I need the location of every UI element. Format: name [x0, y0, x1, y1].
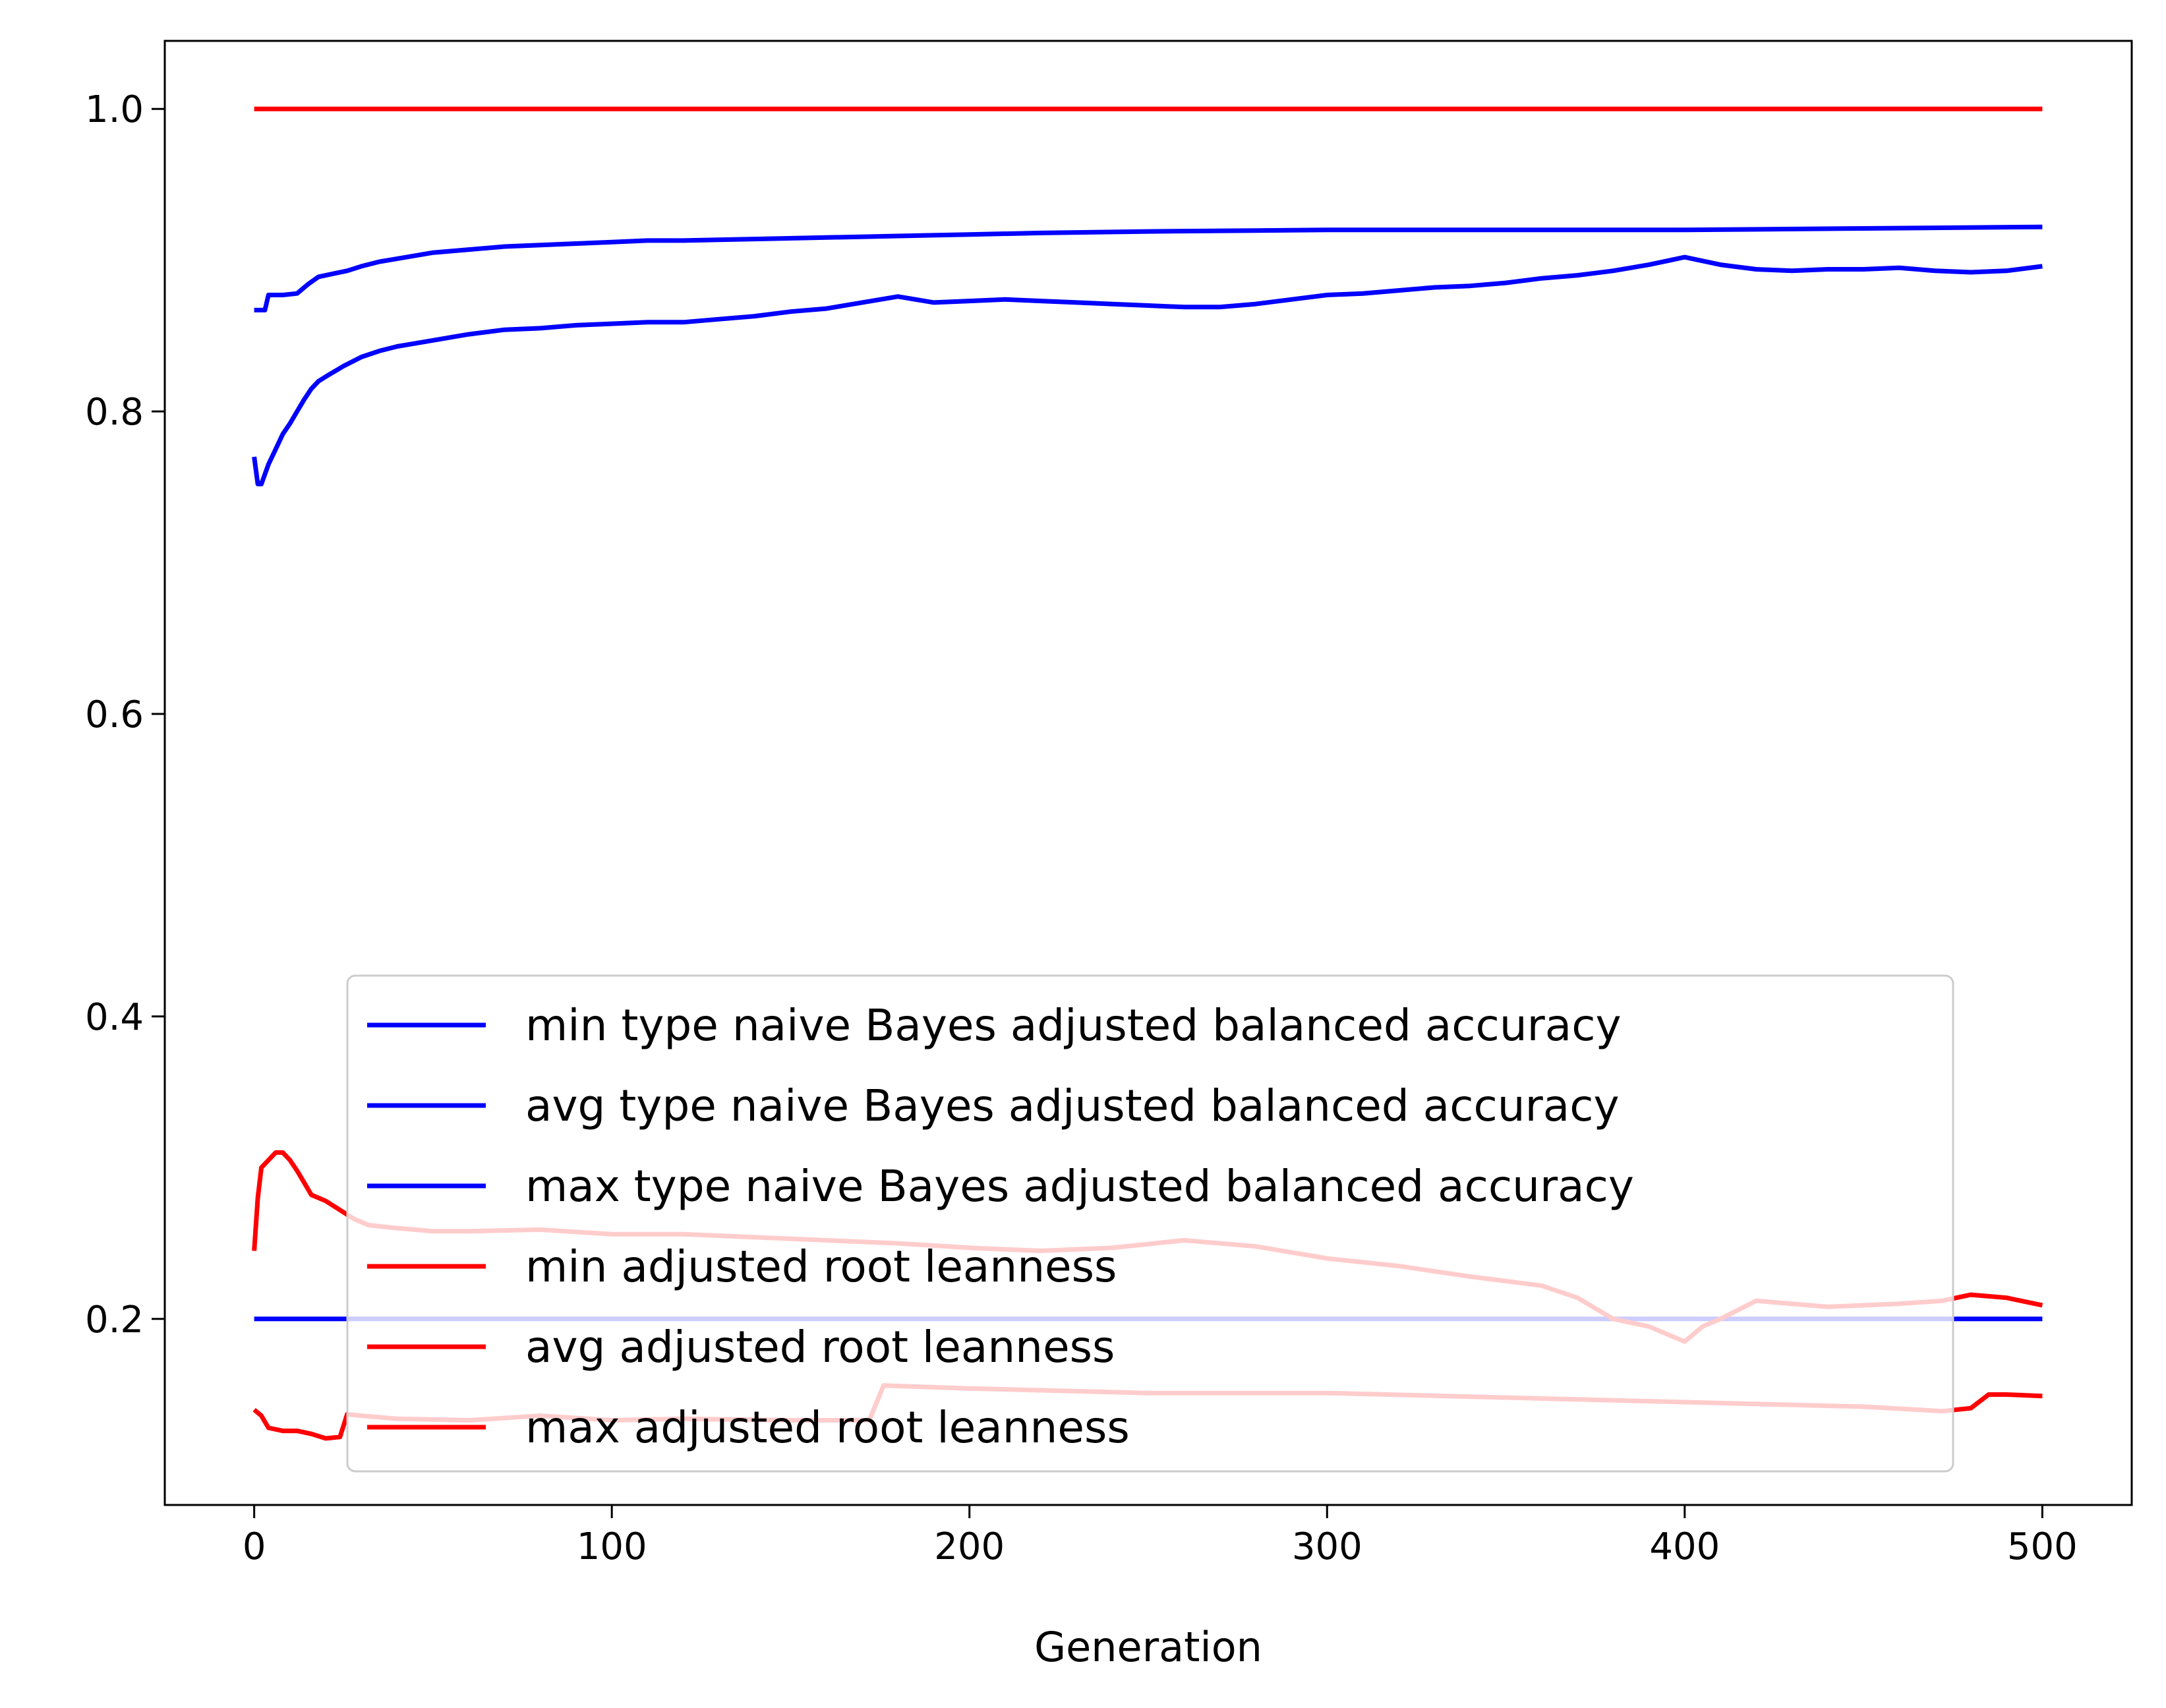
- legend: min type naive Bayes adjusted balanced a…: [346, 974, 1954, 1473]
- legend-label: min type naive Bayes adjusted balanced a…: [525, 1000, 1622, 1051]
- legend-label: max type naive Bayes adjusted balanced a…: [525, 1161, 1634, 1212]
- x-tick-label: 300: [1292, 1525, 1362, 1568]
- y-tick-label: 0.4: [85, 996, 144, 1039]
- legend-item-max-adjusted-root-leanness: max adjusted root leanness: [367, 1402, 1130, 1453]
- y-tick-label: 0.2: [85, 1299, 144, 1341]
- plot-area-frame: [163, 40, 2133, 1506]
- x-tick-label: 400: [1649, 1525, 1720, 1568]
- x-tick-label: 500: [2007, 1525, 2078, 1568]
- legend-item-avg-adjusted-root-leanness: avg adjusted root leanness: [367, 1322, 1115, 1372]
- legend-label: avg type naive Bayes adjusted balanced a…: [525, 1080, 1620, 1131]
- x-axis-label: Generation: [1034, 1623, 1262, 1671]
- y-tick-label: 0.6: [85, 693, 144, 736]
- y-tick-label: 0.8: [85, 391, 144, 434]
- x-axis-ticks: 0 100 200 300 400 500: [243, 1505, 2078, 1568]
- legend-frame: [346, 974, 1954, 1473]
- x-tick-label: 200: [934, 1525, 1005, 1568]
- legend-item-max-type-naive-bayes-adjusted-balanced-accuracy: max type naive Bayes adjusted balanced a…: [367, 1161, 1634, 1212]
- x-tick-label: 0: [243, 1525, 266, 1568]
- legend-label: max adjusted root leanness: [525, 1402, 1130, 1453]
- series-line-avg-type-naive-bayes-adjusted-balanced-accuracy: [252, 254, 2043, 486]
- legend-item-min-type-naive-bayes-adjusted-balanced-accuracy: min type naive Bayes adjusted balanced a…: [367, 1000, 1622, 1051]
- x-tick-label: 100: [577, 1525, 647, 1568]
- y-axis-ticks: 0.2 0.4 0.6 0.8 1.0: [85, 88, 165, 1341]
- y-tick-label: 1.0: [85, 88, 144, 131]
- legend-item-avg-type-naive-bayes-adjusted-balanced-accuracy: avg type naive Bayes adjusted balanced a…: [367, 1080, 1620, 1131]
- legend-label: avg adjusted root leanness: [525, 1322, 1115, 1372]
- series-line-max-type-naive-bayes-adjusted-balanced-accuracy: [254, 224, 2043, 312]
- legend-label: min adjusted root leanness: [525, 1241, 1117, 1292]
- legend-item-min-adjusted-root-leanness: min adjusted root leanness: [367, 1241, 1117, 1292]
